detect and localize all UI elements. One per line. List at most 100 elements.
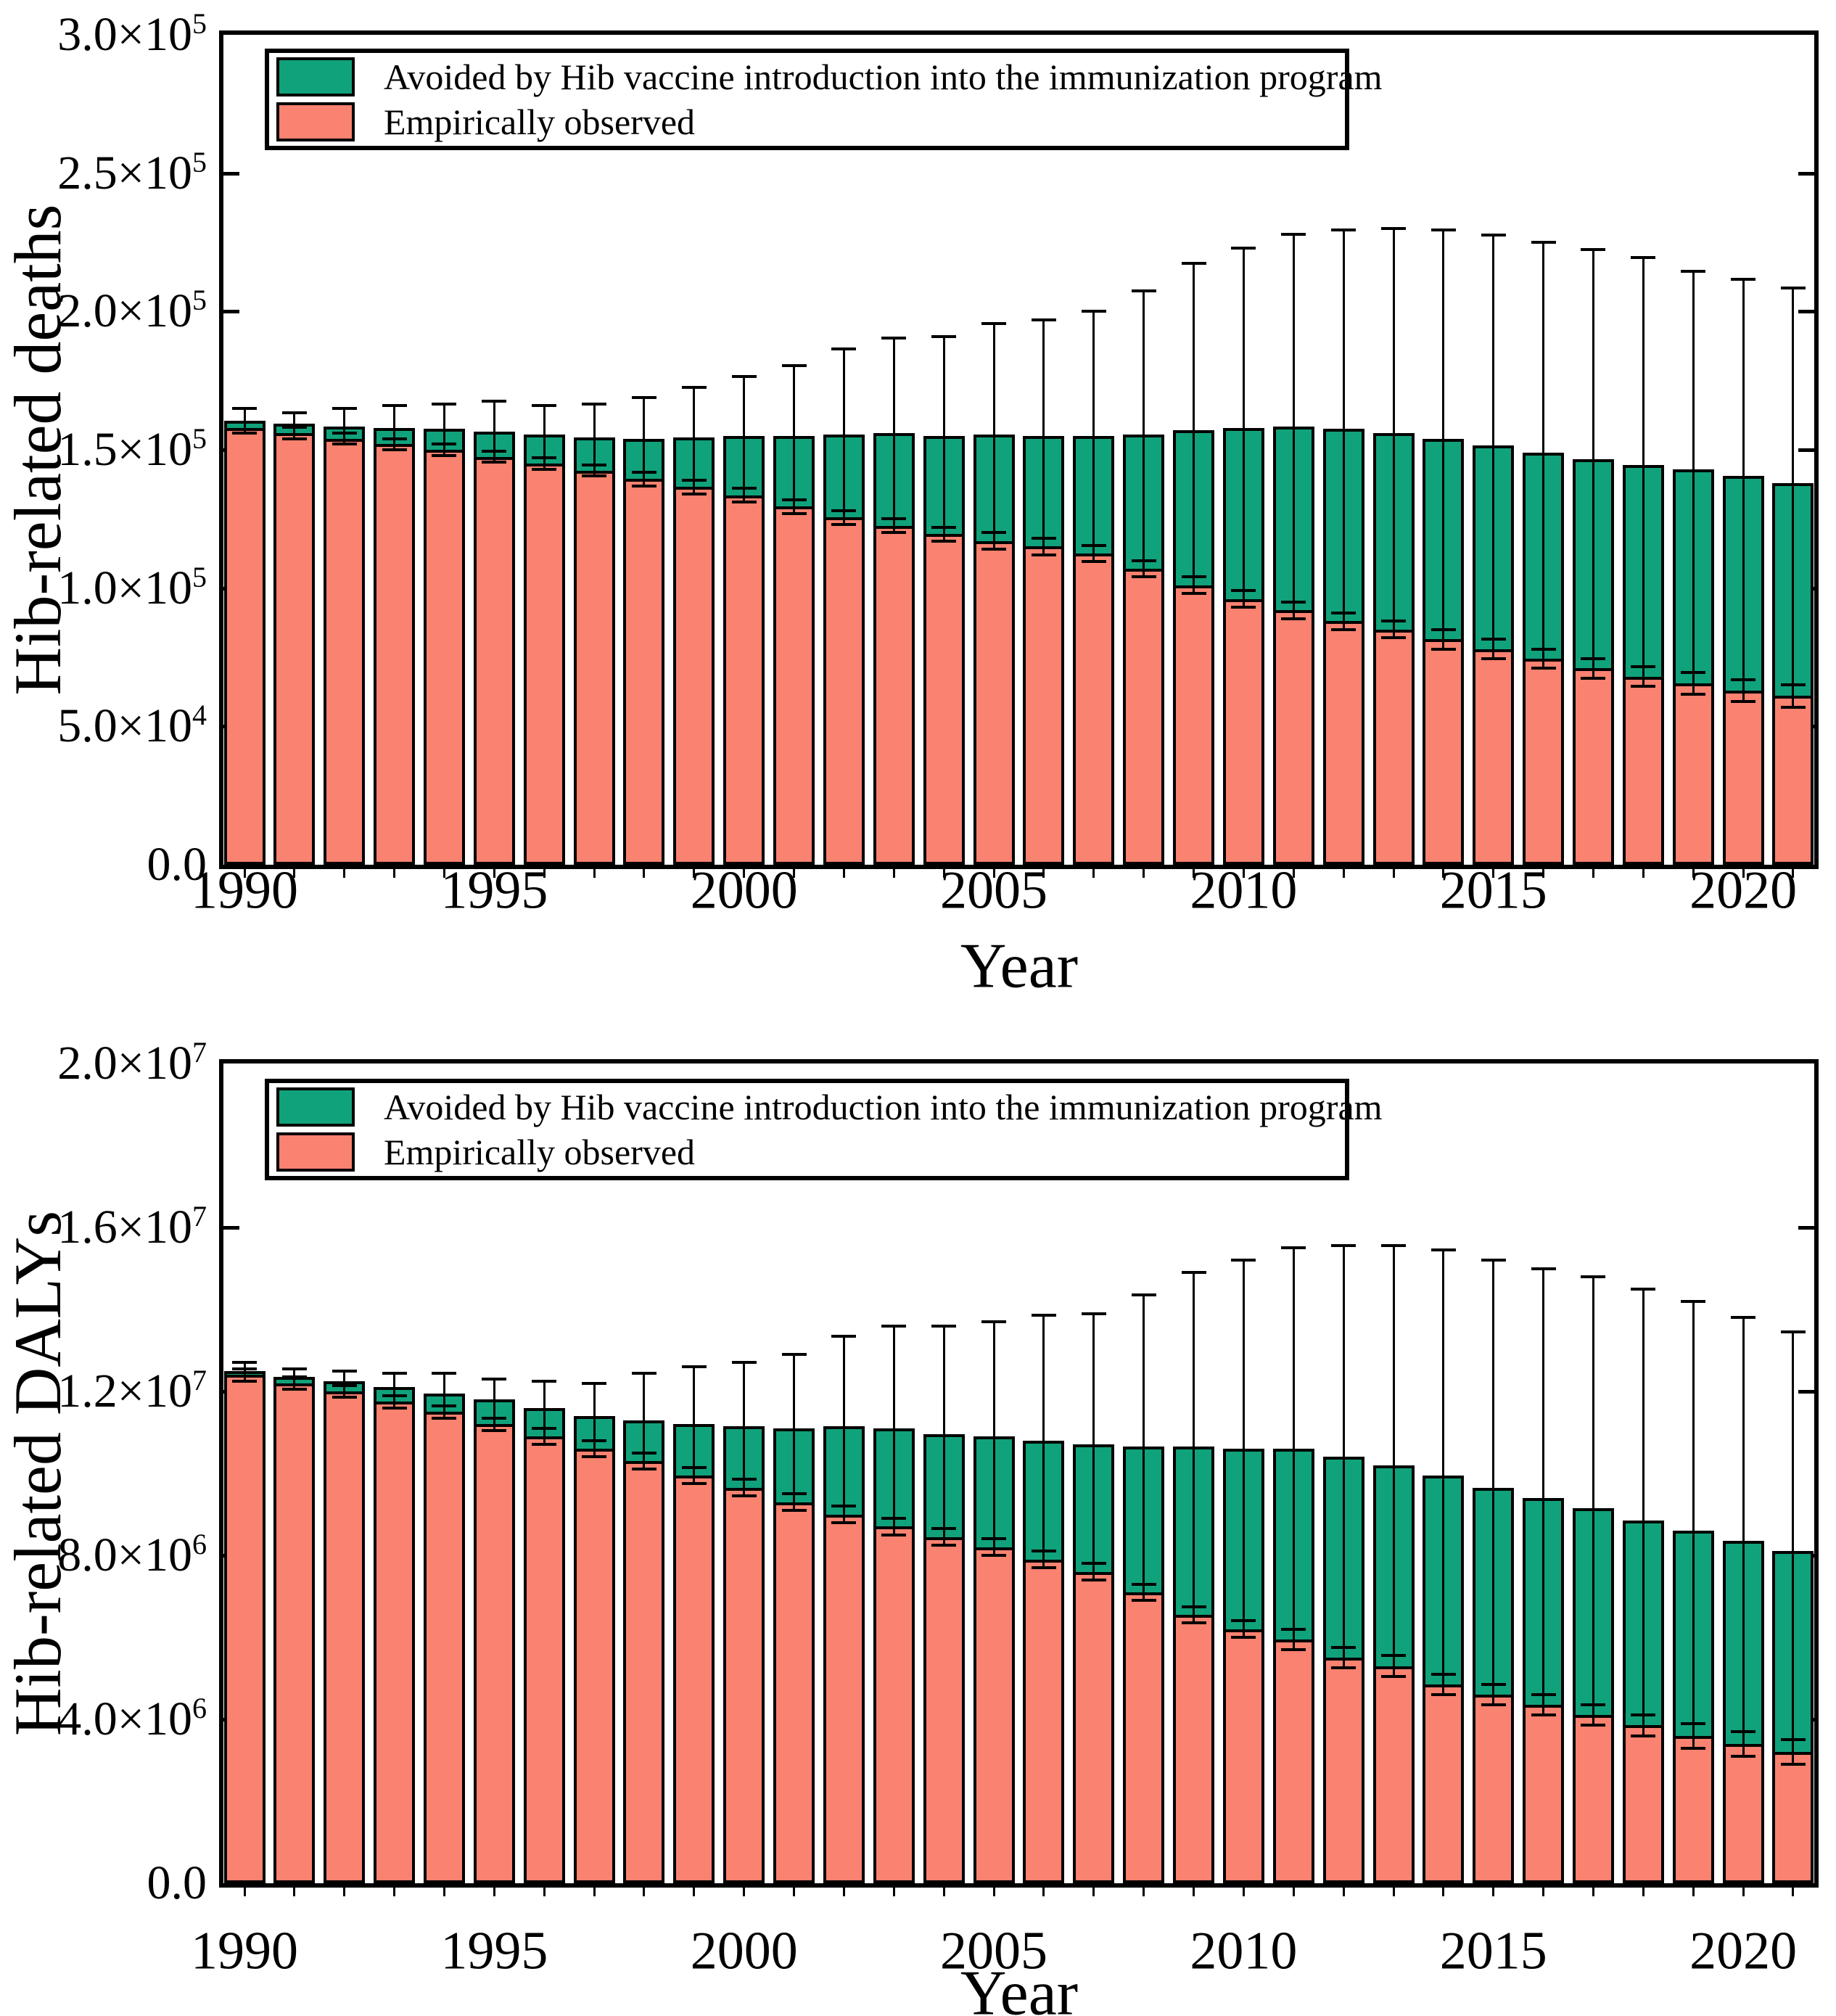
- x-tick-mark-2013: [1392, 865, 1395, 878]
- x-tick-mark-2017: [1592, 865, 1594, 878]
- legend-swatch-observed: [276, 1132, 355, 1172]
- bar-observed-2009: [1173, 1614, 1215, 1883]
- error-bar-cap-1998-1: [631, 470, 656, 474]
- error-bar-cap-2020-2: [1731, 700, 1756, 703]
- bar-observed-2010: [1222, 1629, 1264, 1883]
- error-bar-cap-1997-2: [582, 1455, 607, 1459]
- error-bar-cap-2017-1: [1581, 1703, 1606, 1707]
- error-bar-cap-2004-2: [931, 539, 957, 543]
- error-bar-cap-1997-1: [582, 463, 607, 466]
- error-bar-line-2000: [743, 376, 746, 503]
- error-bar-line-2021: [1792, 1332, 1795, 1765]
- error-bar-cap-1994-2: [432, 453, 457, 457]
- error-bar-cap-1995-2: [482, 1428, 507, 1432]
- error-bar-cap-2002-1: [831, 509, 857, 512]
- error-bar-cap-1990-2: [232, 1379, 257, 1383]
- error-bar-cap-1997-2: [582, 474, 607, 478]
- error-bar-cap-1990-0: [232, 1361, 257, 1365]
- x-tick-label-2020: 2020: [1689, 1921, 1798, 1981]
- error-bar-cap-1997-1: [582, 1439, 607, 1442]
- bar-observed-1993: [374, 444, 416, 865]
- error-bar-cap-2006-2: [1031, 1566, 1056, 1569]
- error-bar-line-2018: [1642, 1288, 1644, 1736]
- error-bar-line-2015: [1492, 1260, 1495, 1706]
- error-bar-cap-2008-1: [1131, 1582, 1156, 1586]
- y-tick-label: 1.6×107: [57, 1200, 207, 1254]
- error-bar-cap-1991-1: [281, 426, 307, 429]
- error-bar-cap-2005-2: [981, 1554, 1007, 1557]
- x-tick-mark-2002: [842, 1883, 845, 1896]
- error-bar-line-2018: [1642, 257, 1644, 687]
- error-bar-cap-2019-1: [1681, 670, 1706, 674]
- error-bar-cap-2020-0: [1731, 278, 1756, 281]
- x-tick-mark-2003: [892, 865, 895, 878]
- x-tick-mark-1992: [343, 1883, 346, 1896]
- x-tick-mark-2017: [1592, 1883, 1594, 1896]
- x-tick-mark-1993: [393, 1883, 396, 1896]
- error-bar-cap-1991-0: [281, 411, 307, 414]
- bar-observed-2001: [773, 1502, 815, 1883]
- error-bar-cap-2019-0: [1681, 270, 1706, 273]
- x-tick-label-2000: 2000: [690, 860, 798, 921]
- error-bar-line-2001: [793, 365, 796, 514]
- error-bar-cap-2004-1: [931, 1527, 957, 1531]
- x-tick-mark-1994: [442, 1883, 445, 1896]
- y-tick-mark-right: [1798, 448, 1814, 452]
- error-bar-cap-2012-0: [1331, 228, 1357, 231]
- bar-observed-2006: [1023, 546, 1065, 865]
- error-bar-line-2006: [1042, 319, 1045, 555]
- error-bar-cap-2021-0: [1780, 286, 1806, 289]
- y-tick-label: 3.0×105: [57, 7, 207, 61]
- error-bar-cap-1995-0: [482, 400, 507, 403]
- bar-observed-2012: [1322, 621, 1364, 865]
- error-bar-cap-2010-1: [1231, 589, 1256, 593]
- error-bar-cap-2016-1: [1531, 1693, 1556, 1697]
- error-bar-cap-2010-1: [1231, 1619, 1256, 1623]
- error-bar-cap-1993-2: [382, 1406, 407, 1410]
- error-bar-cap-2017-2: [1581, 676, 1606, 680]
- error-bar-cap-2001-0: [781, 363, 807, 367]
- y-tick-label: 2.0×107: [57, 1036, 207, 1090]
- error-bar-cap-1990-0: [232, 406, 257, 410]
- x-tick-mark-2000: [743, 1883, 746, 1896]
- error-bar-cap-1994-0: [432, 1371, 457, 1375]
- error-bar-cap-2001-1: [781, 498, 807, 501]
- error-bar-cap-2013-0: [1381, 226, 1406, 230]
- bar-observed-2017: [1572, 1715, 1614, 1883]
- legend-item-observed: Empirically observed: [276, 1131, 1345, 1173]
- x-tick-mark-2003: [892, 1883, 895, 1896]
- error-bar-line-2020: [1742, 279, 1745, 702]
- error-bar-cap-1992-0: [332, 406, 357, 410]
- bar-observed-1996: [523, 1436, 565, 1883]
- x-tick-mark-2018: [1642, 1883, 1644, 1896]
- error-bar-cap-2015-1: [1481, 638, 1506, 641]
- error-bar-cap-1995-1: [482, 1416, 507, 1420]
- bar-observed-1992: [324, 438, 366, 865]
- error-bar-cap-2001-0: [781, 1353, 807, 1357]
- x-tick-mark-2007: [1092, 865, 1095, 878]
- error-bar-cap-2009-1: [1181, 575, 1206, 579]
- error-bar-cap-2002-1: [831, 1505, 857, 1508]
- x-tick-mark-1996: [543, 1883, 546, 1896]
- error-bar-cap-2018-2: [1631, 685, 1656, 688]
- error-bar-cap-1998-0: [631, 395, 656, 399]
- error-bar-cap-1992-2: [332, 443, 357, 446]
- error-bar-cap-2015-1: [1481, 1682, 1506, 1686]
- bar-observed-1997: [573, 1449, 615, 1883]
- error-bar-cap-1991-2: [281, 437, 307, 440]
- error-bar-cap-2019-2: [1681, 693, 1706, 696]
- error-bar-cap-2015-0: [1481, 1259, 1506, 1262]
- error-bar-cap-2006-0: [1031, 318, 1056, 321]
- bar-observed-1998: [623, 1461, 665, 1883]
- error-bar-cap-2001-1: [781, 1492, 807, 1496]
- bar-observed-2021: [1772, 696, 1814, 865]
- deaths-plot-area: [219, 30, 1819, 878]
- bar-observed-1994: [423, 450, 465, 865]
- x-tick-mark-1991: [293, 1883, 296, 1896]
- error-bar-cap-2016-0: [1531, 241, 1556, 244]
- error-bar-cap-1990-2: [232, 432, 257, 435]
- bar-observed-2020: [1722, 690, 1764, 865]
- x-tick-mark-2001: [793, 1883, 796, 1896]
- error-bar-cap-2011-1: [1281, 1627, 1306, 1631]
- error-bar-line-2002: [842, 348, 845, 524]
